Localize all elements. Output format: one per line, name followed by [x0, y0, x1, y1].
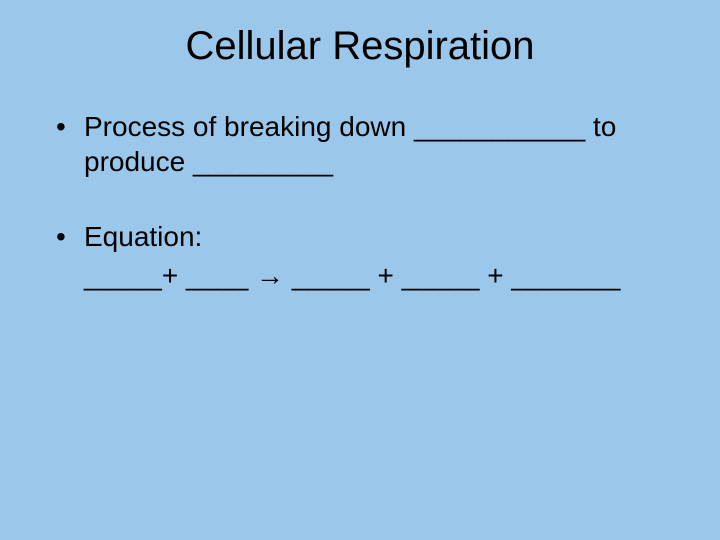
bullet-list: Process of breaking down ___________ to …: [48, 109, 672, 254]
equation-text: _____+ ____ → _____ + _____ + _______: [84, 260, 620, 291]
slide-title: Cellular Respiration: [48, 24, 672, 69]
slide-container: Cellular Respiration Process of breaking…: [0, 0, 720, 540]
equation-line: _____+ ____ → _____ + _____ + _______: [48, 258, 672, 293]
bullet-item: Equation:: [56, 219, 672, 254]
bullet-text: Equation:: [84, 221, 202, 252]
bullet-text: Process of breaking down ___________ to …: [84, 111, 616, 177]
bullet-item: Process of breaking down ___________ to …: [56, 109, 672, 179]
